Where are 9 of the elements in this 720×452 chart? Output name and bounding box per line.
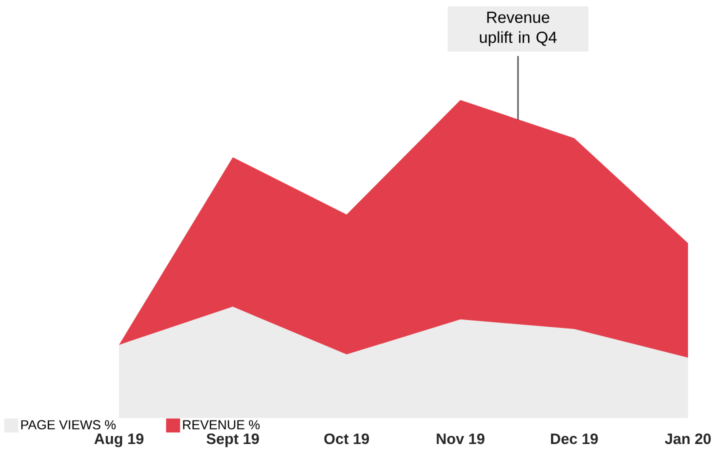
x-tick-label: Nov 19 [436, 434, 484, 444]
legend-label: PAGE VIEWS % [21, 420, 116, 430]
x-tick-label: Oct 19 [324, 434, 369, 444]
x-tick-label: Dec 19 [551, 434, 598, 444]
x-tick-label: Sept 19 [206, 434, 259, 448]
x-tick-label: Jan 20 [664, 434, 711, 444]
text: Revenue uplift in Q4 [480, 12, 557, 46]
x-tick-label: Aug 19 [94, 434, 144, 448]
series-label: REVENUE % [183, 420, 260, 430]
